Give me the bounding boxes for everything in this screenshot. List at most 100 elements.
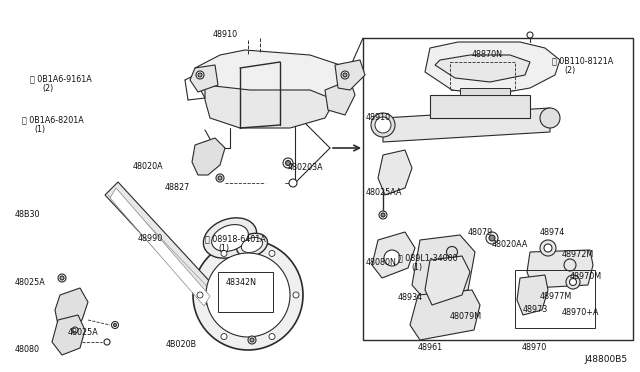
Ellipse shape: [237, 233, 268, 257]
Text: 48B30: 48B30: [15, 210, 40, 219]
Text: Ⓑ 0B1A6-8201A: Ⓑ 0B1A6-8201A: [22, 115, 84, 124]
Polygon shape: [430, 95, 530, 118]
Ellipse shape: [371, 113, 395, 137]
Text: 48079: 48079: [468, 228, 493, 237]
Polygon shape: [527, 250, 593, 288]
Circle shape: [60, 276, 64, 280]
Polygon shape: [205, 85, 335, 128]
Polygon shape: [460, 88, 510, 95]
Polygon shape: [105, 182, 225, 310]
Text: 48970+A: 48970+A: [562, 308, 600, 317]
Circle shape: [221, 250, 227, 256]
Text: J48800B5: J48800B5: [585, 355, 628, 364]
Circle shape: [72, 327, 78, 333]
Circle shape: [196, 71, 204, 79]
Circle shape: [206, 253, 290, 337]
Text: (2): (2): [42, 84, 53, 93]
Polygon shape: [378, 150, 412, 195]
Bar: [515, 270, 595, 328]
Text: 48973: 48973: [523, 305, 548, 314]
Circle shape: [218, 176, 222, 180]
Circle shape: [570, 279, 577, 285]
Circle shape: [486, 232, 498, 244]
Text: 48972M: 48972M: [562, 250, 595, 259]
Circle shape: [343, 73, 347, 77]
Polygon shape: [55, 288, 88, 330]
Text: Ⓑ 0B110-8121A: Ⓑ 0B110-8121A: [552, 56, 613, 65]
Text: 48977M: 48977M: [540, 292, 572, 301]
Circle shape: [341, 71, 349, 79]
Text: 48990: 48990: [138, 234, 163, 243]
Polygon shape: [425, 256, 470, 305]
Text: 48025A: 48025A: [15, 278, 45, 287]
Text: 48970M: 48970M: [570, 272, 602, 281]
Text: 48974: 48974: [540, 228, 565, 237]
Polygon shape: [325, 80, 355, 115]
Circle shape: [283, 158, 293, 168]
Circle shape: [566, 275, 580, 289]
Text: 4B020B: 4B020B: [166, 340, 197, 349]
Text: 48910: 48910: [212, 30, 237, 39]
Polygon shape: [435, 55, 530, 82]
Text: 48020A: 48020A: [133, 162, 164, 171]
Text: 48934: 48934: [398, 293, 423, 302]
Circle shape: [269, 334, 275, 340]
Text: (1): (1): [34, 125, 45, 134]
Circle shape: [104, 339, 110, 345]
Text: 48342N: 48342N: [226, 278, 257, 287]
Circle shape: [379, 211, 387, 219]
Polygon shape: [372, 232, 415, 278]
Circle shape: [216, 174, 224, 182]
Text: 48870N: 48870N: [472, 50, 503, 59]
Ellipse shape: [204, 218, 257, 258]
Circle shape: [221, 334, 227, 340]
Text: 48079M: 48079M: [450, 312, 482, 321]
Ellipse shape: [540, 108, 560, 128]
Circle shape: [447, 247, 458, 257]
Text: (1): (1): [411, 263, 422, 272]
Bar: [450, 62, 515, 90]
Circle shape: [113, 324, 116, 327]
Text: (1): (1): [218, 244, 229, 253]
Circle shape: [527, 32, 533, 38]
Text: 480203A: 480203A: [288, 163, 324, 172]
Circle shape: [198, 73, 202, 77]
Circle shape: [111, 321, 118, 328]
Polygon shape: [190, 65, 218, 92]
Circle shape: [381, 213, 385, 217]
Bar: [363, 38, 633, 340]
Text: Ⓝ 08918-6401A: Ⓝ 08918-6401A: [205, 234, 266, 243]
Circle shape: [564, 259, 576, 271]
Polygon shape: [412, 235, 475, 300]
Text: 48961: 48961: [418, 343, 443, 352]
Text: 48827: 48827: [165, 183, 190, 192]
Text: Ⓑ 0B1A6-9161A: Ⓑ 0B1A6-9161A: [30, 74, 92, 83]
Circle shape: [540, 240, 556, 256]
Text: (2): (2): [564, 66, 575, 75]
Polygon shape: [192, 138, 225, 175]
Circle shape: [197, 292, 203, 298]
Ellipse shape: [375, 117, 391, 133]
Circle shape: [289, 179, 297, 187]
Text: Ⓝ 089L1-34000: Ⓝ 089L1-34000: [398, 253, 458, 262]
Text: 48080: 48080: [15, 345, 40, 354]
Text: 48970: 48970: [522, 343, 547, 352]
Polygon shape: [335, 60, 365, 90]
Polygon shape: [383, 108, 550, 142]
Text: 48020AA: 48020AA: [492, 240, 529, 249]
Text: 48910: 48910: [366, 113, 391, 122]
Circle shape: [489, 235, 495, 241]
Circle shape: [544, 244, 552, 252]
Circle shape: [285, 160, 291, 166]
Text: 48025AA: 48025AA: [366, 188, 403, 197]
Polygon shape: [425, 42, 560, 95]
Circle shape: [58, 274, 66, 282]
Polygon shape: [195, 50, 350, 108]
Text: 48080N: 48080N: [366, 258, 397, 267]
Bar: [218, 272, 273, 312]
Circle shape: [384, 250, 400, 266]
Polygon shape: [110, 188, 210, 306]
Circle shape: [193, 240, 303, 350]
Text: 48025A: 48025A: [68, 328, 99, 337]
Circle shape: [250, 338, 254, 342]
